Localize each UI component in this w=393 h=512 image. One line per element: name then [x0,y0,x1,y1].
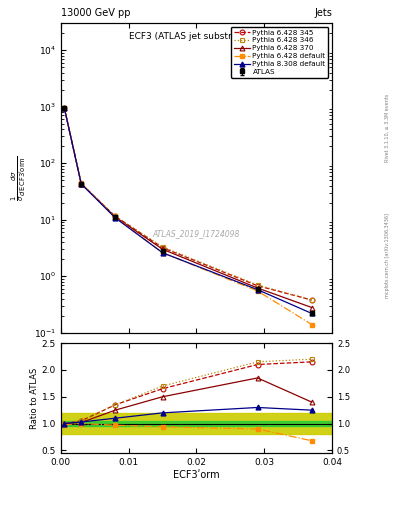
Y-axis label: $\frac{1}{\sigma}\frac{d\sigma}{d\,\mathrm{ECF3^{\prime}orm}}$: $\frac{1}{\sigma}\frac{d\sigma}{d\,\math… [10,155,28,201]
Pythia 6.428 default [160,250,165,256]
Pythia 6.428 default [309,322,314,328]
Text: 13000 GeV pp: 13000 GeV pp [61,8,130,18]
Pythia 6.428 345 [62,105,67,111]
Pythia 8.308 default [79,181,84,187]
Pythia 8.308 default [160,250,165,256]
Line: Pythia 8.308 default: Pythia 8.308 default [62,105,314,316]
Pythia 6.428 345 [113,213,118,219]
Legend: Pythia 6.428 345, Pythia 6.428 346, Pythia 6.428 370, Pythia 6.428 default, Pyth: Pythia 6.428 345, Pythia 6.428 346, Pyth… [231,27,329,78]
Pythia 6.428 345 [309,297,314,303]
Pythia 6.428 370 [255,285,260,291]
Text: mcplots.cern.ch [arXiv:1306.3436]: mcplots.cern.ch [arXiv:1306.3436] [385,214,389,298]
Pythia 6.428 345 [79,181,84,187]
Text: ECF3 (ATLAS jet substructure): ECF3 (ATLAS jet substructure) [129,32,264,41]
Pythia 6.428 default [113,215,118,221]
Pythia 6.428 default [255,288,260,294]
Text: ATLAS_2019_I1724098: ATLAS_2019_I1724098 [153,229,240,238]
Pythia 6.428 346 [113,213,118,219]
Text: Rivet 3.1.10, ≥ 3.3M events: Rivet 3.1.10, ≥ 3.3M events [385,94,389,162]
Pythia 6.428 370 [79,181,84,187]
Line: Pythia 6.428 default: Pythia 6.428 default [62,105,314,327]
Pythia 6.428 346 [79,181,84,187]
Pythia 6.428 346 [309,297,314,303]
Pythia 6.428 345 [255,283,260,289]
Pythia 6.428 370 [62,105,67,111]
Pythia 6.428 346 [160,244,165,250]
Pythia 6.428 346 [62,105,67,111]
Pythia 6.428 370 [113,214,118,220]
Line: Pythia 6.428 345: Pythia 6.428 345 [62,105,314,303]
Pythia 6.428 370 [160,246,165,252]
Pythia 8.308 default [255,287,260,293]
Y-axis label: Ratio to ATLAS: Ratio to ATLAS [30,368,39,429]
Pythia 6.428 346 [255,282,260,288]
Text: Jets: Jets [314,8,332,18]
Line: Pythia 6.428 370: Pythia 6.428 370 [62,105,314,310]
Pythia 6.428 370 [309,305,314,311]
Line: Pythia 6.428 346: Pythia 6.428 346 [62,105,314,303]
Pythia 6.428 default [62,105,67,111]
X-axis label: ECF3ʹorm: ECF3ʹorm [173,470,220,480]
Pythia 8.308 default [113,215,118,221]
Pythia 8.308 default [62,105,67,111]
Pythia 8.308 default [309,310,314,316]
Pythia 6.428 default [79,180,84,186]
Pythia 6.428 345 [160,245,165,251]
